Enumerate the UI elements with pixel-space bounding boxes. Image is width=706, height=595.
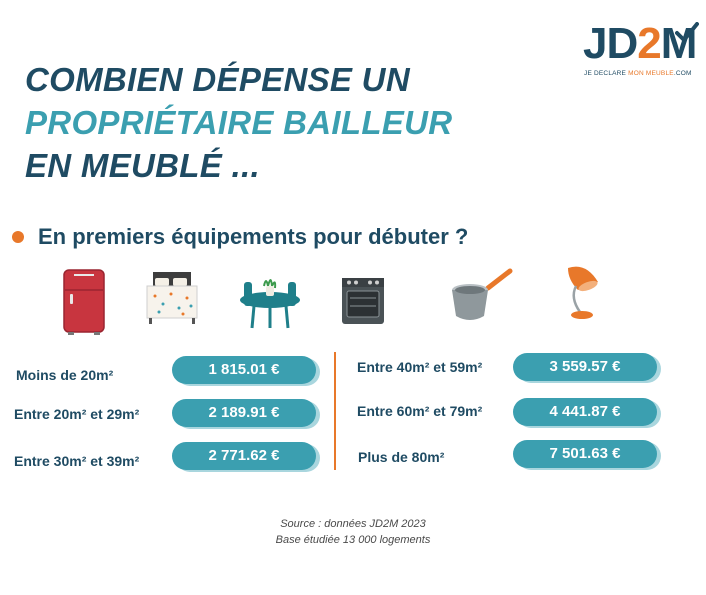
jd2m-logo: JD2M JE DECLARE MON MEUBLE.COM xyxy=(583,20,703,80)
source-line-2: Base étudiée 13 000 logements xyxy=(275,534,431,546)
logo-m: M xyxy=(660,19,698,68)
row-label-right-2: Entre 60m² et 79m² xyxy=(357,403,483,419)
price-badge-right-3: 7 501.63 € xyxy=(513,440,657,468)
page-title: COMBIEN DÉPENSE UN PROPRIÉTAIRE BAILLEUR… xyxy=(25,58,452,187)
row-label-left-2: Entre 20m² et 29m² xyxy=(14,406,140,422)
bed-icon xyxy=(146,272,198,324)
logo-tag-highlight: MON MEUBLE xyxy=(628,70,674,77)
logo-jd: JD xyxy=(583,19,638,68)
logo-wordmark: JD2M xyxy=(583,19,698,68)
price-badge-left-2: 2 189.91 € xyxy=(172,399,316,427)
bullet-dot xyxy=(12,231,24,243)
fridge-icon xyxy=(63,269,105,335)
title-line-1: COMBIEN DÉPENSE UN xyxy=(25,61,410,98)
row-label-right-3: Plus de 80m² xyxy=(358,449,445,465)
price-badge-right-1: 3 559.57 € xyxy=(513,353,657,381)
row-label-left-3: Entre 30m² et 39m² xyxy=(14,453,140,469)
section-label: En premiers équipements pour débuter ? xyxy=(38,224,469,249)
oven-icon xyxy=(342,278,384,324)
price-badge-right-2: 4 441.87 € xyxy=(513,398,657,426)
row-label-left-1: Moins de 20m² xyxy=(16,367,114,383)
table-icon xyxy=(240,279,300,329)
logo-two: 2 xyxy=(637,19,662,68)
column-divider xyxy=(334,352,336,470)
source-line-1: Source : données JD2M 2023 xyxy=(280,518,426,530)
saucepan-icon xyxy=(452,268,513,320)
logo-tagline: JE DECLARE MON MEUBLE.COM xyxy=(584,70,692,77)
title-line-2: PROPRIÉTAIRE BAILLEUR xyxy=(25,104,453,141)
row-label-right-1: Entre 40m² et 59m² xyxy=(357,359,483,375)
price-badge-left-3: 2 771.62 € xyxy=(172,442,316,470)
logo-tag-suffix: .COM xyxy=(673,70,692,77)
lamp-icon xyxy=(568,266,598,319)
checkmark-icon xyxy=(675,22,699,42)
section-heading: En premiers équipements pour débuter ? xyxy=(12,224,468,250)
price-badge-left-1: 1 815.01 € xyxy=(172,356,316,384)
title-line-3: EN MEUBLÉ ... xyxy=(25,147,260,184)
logo-tag-prefix: JE DECLARE xyxy=(584,70,629,77)
